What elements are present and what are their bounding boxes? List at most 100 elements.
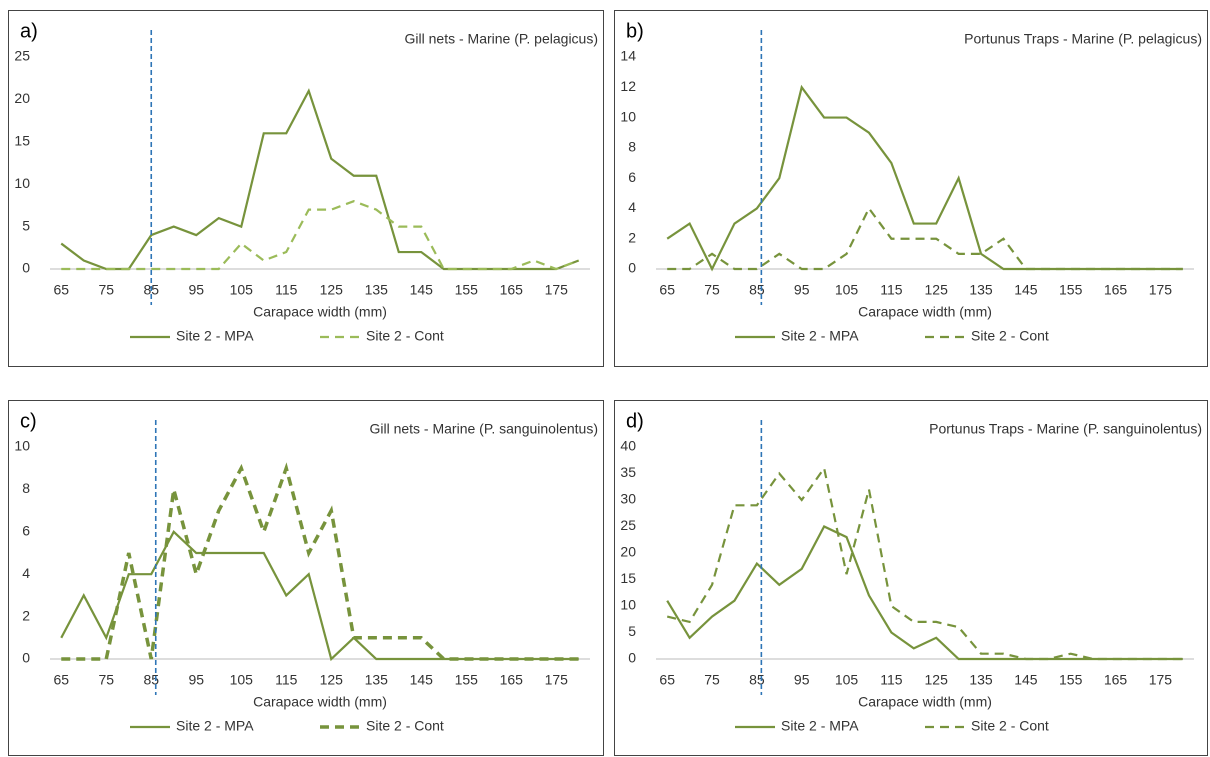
series-line [61,462,579,661]
y-tick-label: 40 [620,438,636,454]
x-tick-label: 175 [1149,282,1173,298]
legend-label: Site 2 - MPA [176,718,254,734]
x-tick-label: 165 [1104,282,1128,298]
x-tick-label: 115 [275,672,298,688]
x-tick-label: 95 [188,672,204,688]
x-tick-label: 95 [794,672,810,688]
x-tick-label: 175 [545,672,569,688]
y-tick-label: 4 [22,565,30,581]
x-tick-label: 155 [455,672,479,688]
x-tick-label: 105 [835,282,859,298]
y-tick-label: 10 [14,175,30,191]
chart-title: Gill nets - Marine (P. sanguinolentus) [369,421,598,437]
y-tick-label: 0 [22,650,30,666]
y-tick-label: 4 [628,199,636,215]
y-tick-label: 14 [620,48,636,64]
panel-frame [614,400,1208,756]
x-axis-title: Carapace width (mm) [253,304,387,320]
x-tick-label: 175 [1149,672,1173,688]
series-line [60,530,579,662]
y-tick-label: 2 [628,229,636,245]
x-axis-title: Carapace width (mm) [858,694,992,710]
panel-frame [8,400,604,756]
y-tick-label: 20 [14,90,30,106]
series-line [666,525,1183,661]
series-line [666,84,1183,272]
x-tick-label: 115 [880,672,903,688]
x-tick-label: 125 [925,282,949,298]
panel-label: a) [20,20,38,42]
y-tick-label: 10 [14,438,30,454]
y-tick-label: 0 [628,650,636,666]
y-tick-label: 25 [620,517,636,533]
series-line [666,465,1183,661]
y-tick-label: 5 [628,623,636,639]
y-tick-label: 8 [628,139,636,155]
x-tick-label: 145 [410,672,434,688]
x-tick-label: 165 [500,282,524,298]
panel-frame [8,10,604,367]
series-line [61,199,580,271]
x-tick-label: 85 [749,672,765,688]
x-axis-title: Carapace width (mm) [858,304,992,320]
y-tick-label: 5 [22,217,30,233]
x-tick-label: 115 [880,282,903,298]
legend-label: Site 2 - MPA [781,718,859,734]
chart-title: Gill nets - Marine (P. pelagicus) [405,31,598,47]
y-tick-label: 15 [14,133,30,149]
legend-label: Site 2 - MPA [176,328,254,344]
x-tick-label: 105 [230,282,254,298]
legend-label: Site 2 - MPA [781,328,859,344]
x-tick-label: 95 [188,282,204,298]
y-tick-label: 35 [620,464,636,480]
y-tick-label: 20 [620,544,636,560]
x-tick-label: 85 [143,672,159,688]
x-tick-label: 135 [969,672,993,688]
x-tick-label: 75 [704,282,720,298]
x-tick-label: 65 [659,282,675,298]
x-tick-label: 115 [275,282,298,298]
panel-label: d) [626,410,644,432]
y-tick-label: 25 [14,48,30,64]
panel-label: c) [20,410,37,432]
x-tick-label: 95 [794,282,810,298]
legend-label: Site 2 - Cont [366,718,444,734]
x-tick-label: 65 [659,672,675,688]
x-tick-label: 145 [410,282,434,298]
panel-label: b) [626,20,644,42]
x-tick-label: 135 [365,282,389,298]
x-tick-label: 125 [320,672,344,688]
x-tick-label: 165 [1104,672,1128,688]
y-tick-label: 0 [628,260,636,276]
x-tick-label: 165 [500,672,524,688]
x-tick-label: 155 [1059,282,1083,298]
x-tick-label: 155 [455,282,479,298]
x-tick-label: 85 [749,282,765,298]
x-tick-label: 75 [98,282,114,298]
y-tick-label: 12 [620,78,636,94]
x-tick-label: 75 [98,672,114,688]
x-tick-label: 75 [704,672,720,688]
x-tick-label: 125 [925,672,949,688]
x-tick-label: 135 [365,672,389,688]
x-tick-label: 65 [53,282,69,298]
x-tick-label: 155 [1059,672,1083,688]
x-tick-label: 135 [969,282,993,298]
y-tick-label: 6 [22,523,30,539]
legend-label: Site 2 - Cont [366,328,444,344]
series-line [60,88,580,271]
x-tick-label: 105 [835,672,859,688]
x-tick-label: 145 [1014,672,1038,688]
x-tick-label: 175 [545,282,569,298]
y-tick-label: 10 [620,108,636,124]
chart-title: Portunus Traps - Marine (P. sanguinolent… [929,421,1202,437]
y-tick-label: 15 [620,570,636,586]
x-tick-label: 65 [53,672,69,688]
legend-label: Site 2 - Cont [971,718,1049,734]
chart-title: Portunus Traps - Marine (P. pelagicus) [964,31,1202,47]
y-tick-label: 2 [22,607,30,623]
x-tick-label: 145 [1014,282,1038,298]
x-tick-label: 125 [320,282,344,298]
y-tick-label: 30 [620,491,636,507]
